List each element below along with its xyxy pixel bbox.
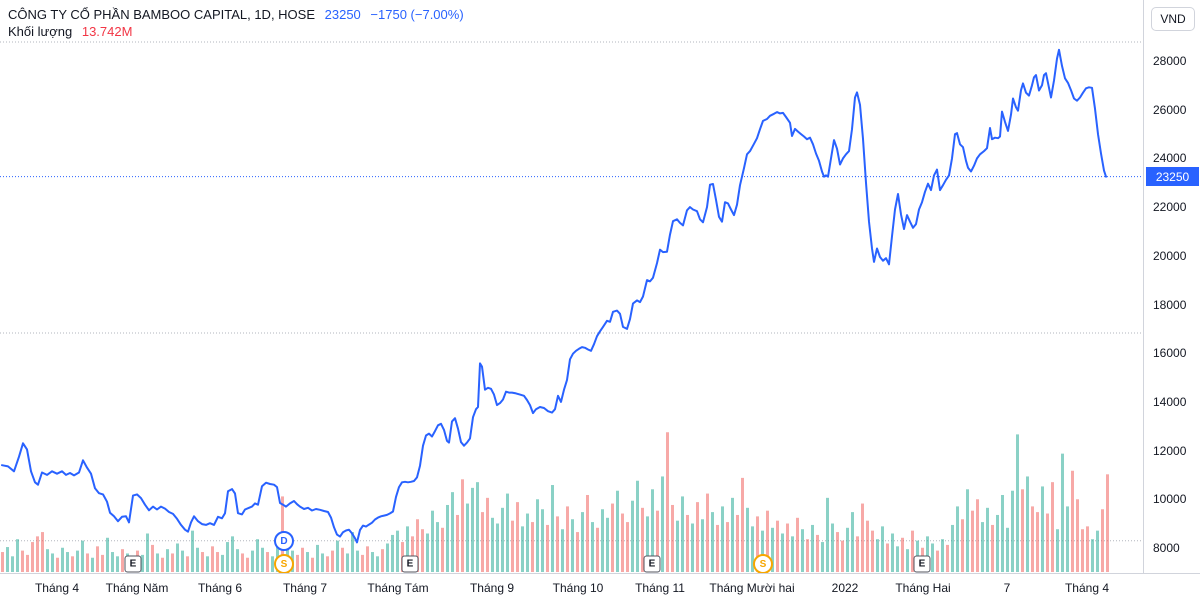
time-tick-label: Tháng 4: [1064, 581, 1110, 595]
last-price-badge: 23250: [1146, 167, 1199, 187]
earnings-marker[interactable]: E: [913, 555, 931, 573]
time-tick-label: Tháng 7: [282, 581, 328, 595]
price-tick-label: 22000: [1153, 200, 1187, 215]
price-tick-label: 18000: [1153, 297, 1187, 312]
time-tick-label: Tháng Năm: [105, 581, 169, 595]
last-price-value: 23250: [324, 7, 361, 22]
dividend-marker[interactable]: D: [274, 531, 294, 551]
price-tick-label: 26000: [1153, 102, 1187, 117]
time-tick-label: Tháng 9: [469, 581, 515, 595]
time-tick-label: Tháng 10: [552, 581, 604, 595]
split-marker[interactable]: S: [753, 554, 773, 574]
time-axis[interactable]: Tháng 4 Tháng Năm Tháng 6 Tháng 7 Tháng Tám T…: [0, 573, 1200, 604]
earnings-marker[interactable]: E: [401, 555, 419, 573]
symbol-row[interactable]: CÔNG TY CỔ PHẦN BAMBOO CAPITAL, 1D, HOSE…: [8, 6, 464, 23]
price-tick-label: 16000: [1153, 346, 1187, 361]
price-change-value: −1750 (−7.00%): [370, 7, 464, 22]
chart-legend: CÔNG TY CỔ PHẦN BAMBOO CAPITAL, 1D, HOSE…: [8, 6, 464, 40]
price-tick-label: 12000: [1153, 443, 1187, 458]
earnings-marker[interactable]: E: [643, 555, 661, 573]
price-tick-label: 28000: [1153, 54, 1187, 68]
time-tick-label: Tháng 6: [197, 581, 243, 595]
price-axis[interactable]: 3000028000260002400022000200001800016000…: [1143, 0, 1200, 573]
price-tick-label: 10000: [1153, 492, 1187, 507]
time-tick-label: Tháng Mười hai: [709, 581, 795, 595]
symbol-title[interactable]: CÔNG TY CỔ PHẦN BAMBOO CAPITAL, 1D, HOSE: [8, 7, 316, 22]
time-tick-label: Tháng Tám: [367, 581, 429, 595]
price-tick-label: 8000: [1153, 541, 1180, 555]
price-tick-label: 14000: [1153, 394, 1187, 409]
price-tick-label: 24000: [1153, 151, 1187, 166]
currency-button[interactable]: VND: [1151, 7, 1195, 31]
volume-label: Khối lượng: [8, 24, 73, 39]
volume-value: 13.742M: [81, 24, 133, 39]
volume-row[interactable]: Khối lượng 13.742M: [8, 23, 464, 40]
price-tick-label: 20000: [1153, 248, 1187, 263]
time-tick-label: 2022: [831, 581, 859, 595]
time-tick-label: Tháng 4: [34, 581, 80, 595]
split-marker[interactable]: S: [274, 554, 294, 574]
time-tick-label: Tháng Hai: [895, 581, 951, 595]
earnings-marker[interactable]: E: [124, 555, 142, 573]
time-tick-label: Tháng 11: [635, 581, 685, 595]
time-tick-label: 7: [1003, 581, 1011, 595]
